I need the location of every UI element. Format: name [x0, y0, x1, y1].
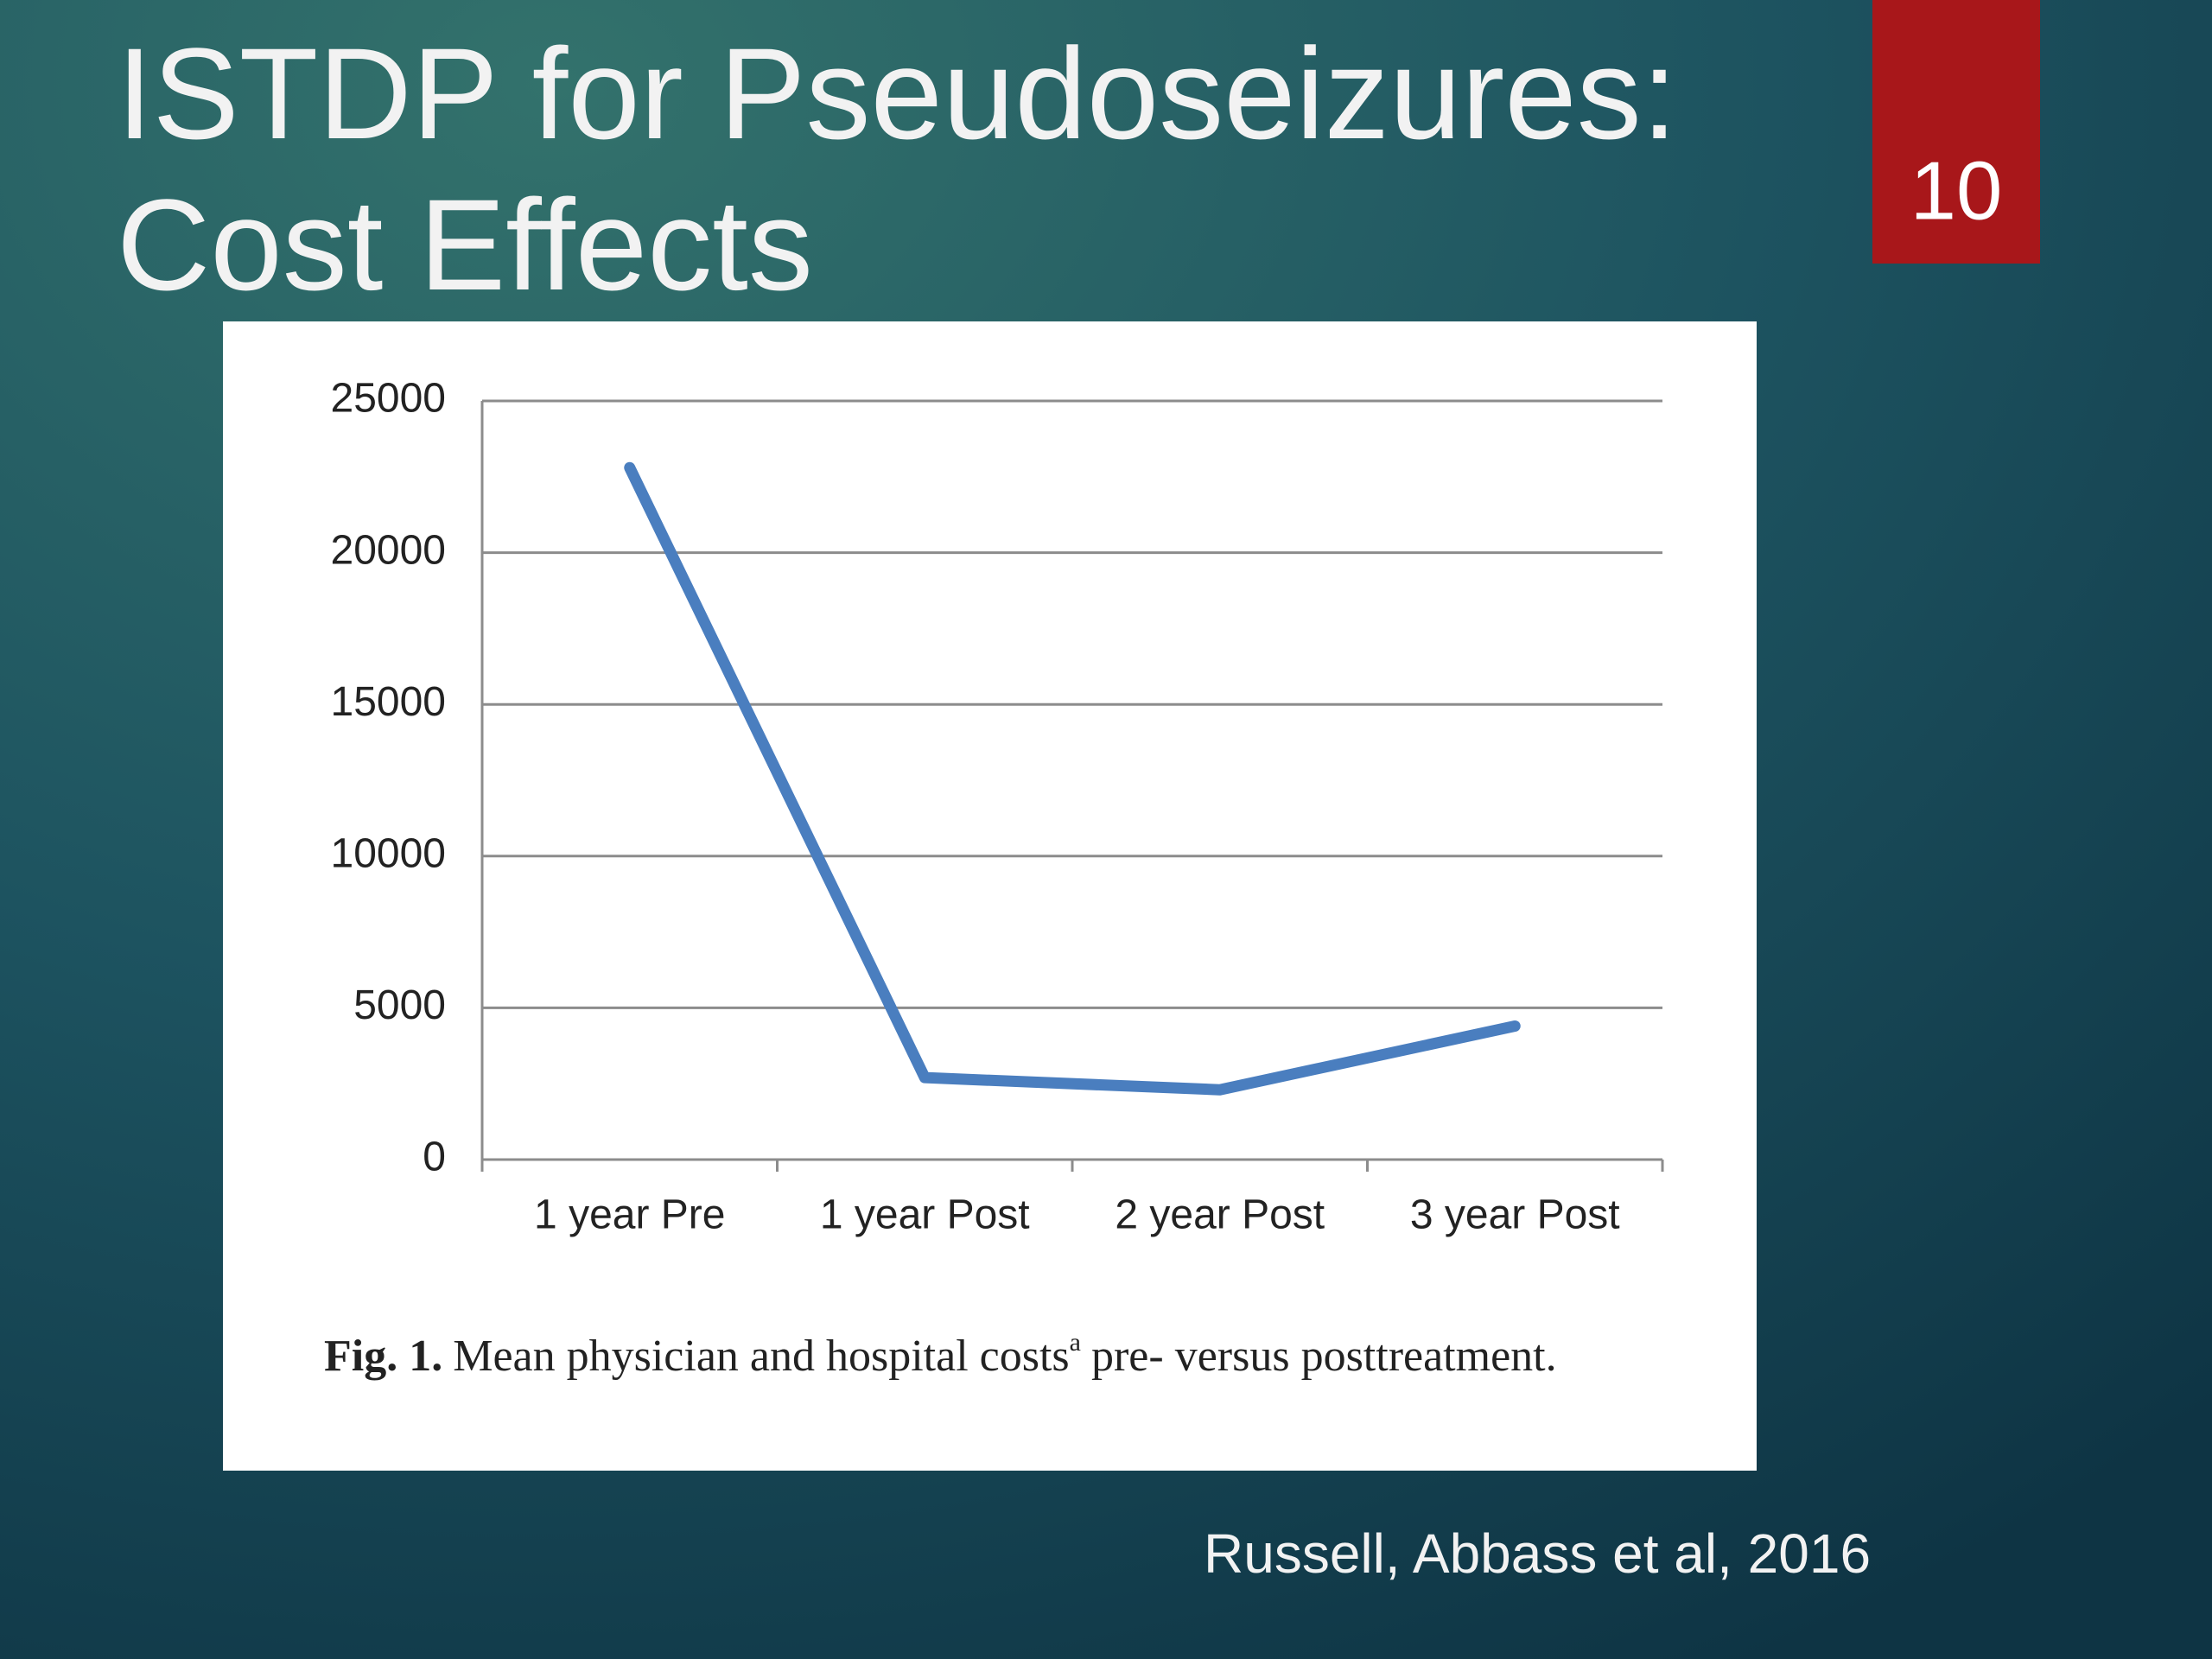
slide-number-box — [1872, 0, 2040, 264]
x-tick-label: 2 year Post — [1115, 1192, 1325, 1238]
figure-caption: Fig. 1. Mean physician and hospital costs… — [324, 1328, 1557, 1381]
plot: 0 5000 10000 15000 20000 25000 1 year Pre 1 yea… — [331, 376, 1664, 1238]
slide-title: Cost Effects — [117, 172, 813, 317]
y-tick-label: 20000 — [331, 527, 446, 573]
x-tick-label: 1 year Post — [820, 1192, 1030, 1238]
caption-superscript: a — [1070, 1328, 1081, 1357]
y-tick-label: 15000 — [331, 679, 446, 725]
caption-text: Mean physician and hospital costs — [453, 1332, 1069, 1381]
y-tick-label: 5000 — [353, 982, 446, 1028]
y-tick-label: 10000 — [331, 830, 446, 876]
citation: Russell, Abbass et al, 2016 — [1204, 1522, 1871, 1585]
slide-number: 10 — [1910, 144, 2003, 237]
x-tick-label: 1 year Pre — [534, 1192, 725, 1238]
caption-label: Fig. 1. — [324, 1332, 442, 1381]
y-tick-label: 25000 — [331, 376, 446, 422]
y-tick-label: 0 — [423, 1135, 446, 1180]
slide-title: ISTDP for Pseudoseizures: — [117, 21, 1677, 166]
x-tick-label: 3 year Post — [1410, 1192, 1620, 1238]
caption-text: pre- versus posttreatment. — [1091, 1332, 1557, 1381]
data-line — [624, 461, 1521, 1096]
chart-panel — [223, 321, 1757, 1471]
